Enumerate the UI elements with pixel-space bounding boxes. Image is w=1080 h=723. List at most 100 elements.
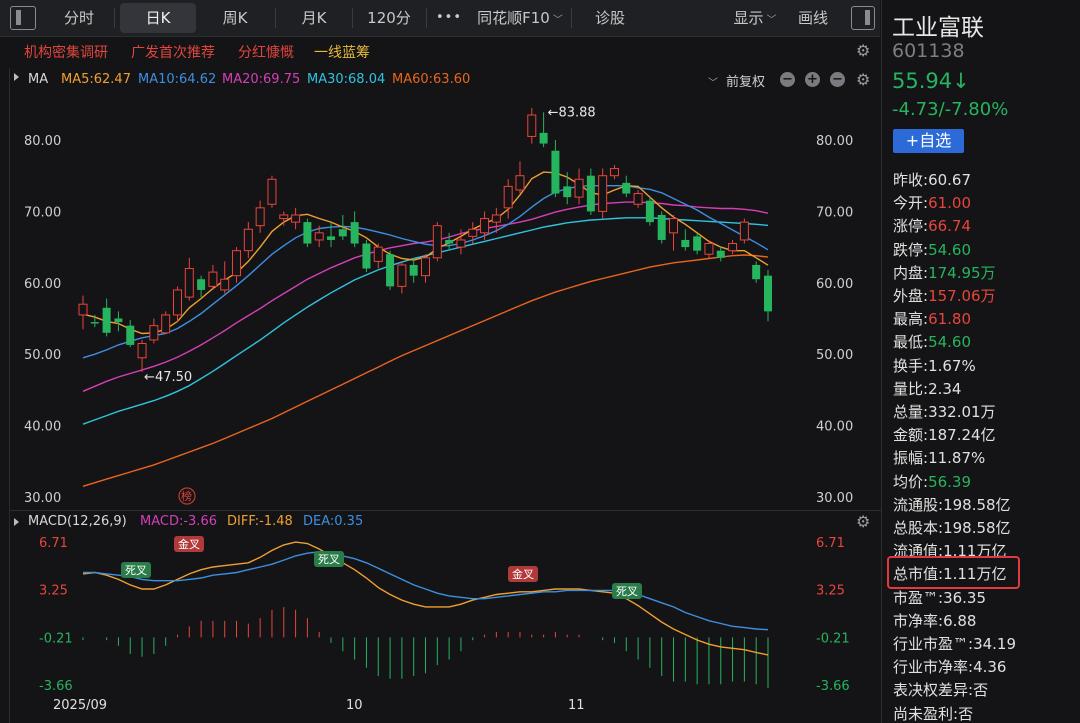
quote-row: 总股本:198.58亿 bbox=[893, 517, 1011, 538]
candle-body-up bbox=[491, 214, 501, 223]
add-watchlist-button[interactable]: +自选 bbox=[893, 129, 964, 153]
zoom-out-icon[interactable]: − bbox=[780, 72, 795, 87]
ma-line-ma30 bbox=[82, 217, 769, 425]
quote-label: 振幅: bbox=[893, 449, 929, 468]
quote-value: 11.87% bbox=[928, 449, 986, 468]
diff-value: DIFF:-1.48 bbox=[227, 514, 293, 529]
death-cross-badge-bg bbox=[314, 551, 344, 567]
candle-body-up bbox=[598, 175, 608, 212]
more-menu-button[interactable]: ••• bbox=[435, 10, 462, 25]
macd-settings-gear-icon[interactable]: ⚙ bbox=[856, 512, 871, 531]
candle-body-up bbox=[633, 193, 643, 205]
ma10-value: MA10:64.62 bbox=[138, 72, 217, 87]
price-axis-left-label: 80.00 bbox=[24, 134, 61, 149]
display-dropdown[interactable]: 显示 ﹀ bbox=[720, 0, 790, 36]
right-panel-toggle-icon[interactable] bbox=[851, 6, 875, 30]
kline-chart-area[interactable]: 80.00 80.00 70.00 70.00 60.00 60.00 50.00 50.00… bbox=[9, 68, 881, 723]
low-price-marker: ←47.50 bbox=[144, 370, 192, 385]
quote-row: 换手:1.67% bbox=[893, 355, 976, 376]
quote-label: 市净率: bbox=[893, 611, 944, 630]
candle-body-down bbox=[362, 243, 371, 269]
tag-bluechip[interactable]: 一线蓝筹 bbox=[314, 45, 370, 61]
macd-collapse-triangle-icon[interactable] bbox=[14, 518, 19, 526]
quote-value: 1.67% bbox=[928, 356, 976, 375]
quote-row: 内盘:174.95万 bbox=[893, 262, 996, 283]
candle-body-up bbox=[149, 325, 159, 341]
tab-120min[interactable]: 120分 bbox=[367, 9, 411, 27]
tag-settings-gear-icon[interactable]: ⚙ bbox=[856, 41, 871, 60]
high-price-marker: ←83.88 bbox=[548, 105, 596, 120]
quote-label: 总股本: bbox=[893, 519, 944, 537]
quote-row: 总市值:1.11万亿 bbox=[893, 563, 1006, 584]
candle-body-up bbox=[243, 228, 253, 252]
tab-daily-k[interactable]: 日K bbox=[120, 3, 196, 33]
ma20-value: MA20:69.75 bbox=[222, 72, 301, 87]
candle-body-down bbox=[90, 322, 99, 324]
panel-divider bbox=[9, 510, 881, 511]
f10-dropdown[interactable]: 同花顺F10 ﹀ bbox=[472, 0, 568, 36]
draw-line-button[interactable]: 画线 bbox=[797, 9, 828, 27]
quote-value: 157.06万 bbox=[928, 287, 996, 305]
macd-axis-right-label: -3.66 bbox=[816, 679, 850, 694]
tag-dividend[interactable]: 分红慷慨 bbox=[238, 45, 294, 61]
x-axis-label: 11 bbox=[568, 698, 585, 713]
quote-label: 表决权差异: bbox=[893, 681, 974, 700]
ma-indicator-label[interactable]: MA bbox=[28, 72, 49, 87]
candle-body-down bbox=[197, 279, 206, 290]
price-adjust-dropdown[interactable]: 前复权 bbox=[726, 75, 766, 90]
candle-body-down bbox=[622, 182, 631, 194]
tab-intraday[interactable]: 分时 bbox=[63, 9, 94, 27]
toolbar-divider bbox=[352, 8, 353, 28]
macd-axis-right-label: -0.21 bbox=[816, 631, 850, 646]
quote-value: 332.01万 bbox=[928, 403, 996, 421]
candle-body-down bbox=[681, 239, 690, 248]
chevron-down-icon[interactable]: ﹀ bbox=[708, 78, 718, 89]
quote-row: 尚未盈利:否 bbox=[893, 703, 973, 723]
tab-monthly-k[interactable]: 月K bbox=[301, 9, 327, 27]
quote-value: 198.58亿 bbox=[943, 519, 1011, 537]
zoom-in-icon[interactable]: + bbox=[805, 72, 820, 87]
quote-row: 总量:332.01万 bbox=[893, 401, 996, 422]
macd-axis-right-label: 6.71 bbox=[816, 536, 845, 551]
candle-body-up bbox=[314, 232, 324, 241]
candle-body-down bbox=[350, 222, 359, 244]
quote-value: 61.80 bbox=[928, 310, 972, 329]
quote-row: 振幅:11.87% bbox=[893, 447, 985, 468]
candle-body-down bbox=[102, 307, 111, 333]
tag-institution-research[interactable]: 机构密集调研 bbox=[24, 45, 108, 61]
price-axis-left-label: 40.00 bbox=[24, 420, 61, 435]
macd-indicator-label[interactable]: MACD(12,26,9) bbox=[28, 514, 127, 529]
quote-info-panel: 工业富联 601138 55.94↓ -4.73/-7.80% +自选 昨收:6… bbox=[881, 0, 1080, 723]
ma-collapse-triangle-icon[interactable] bbox=[14, 73, 19, 81]
chart-toolbar: 分时 日K 周K 月K 120分 ••• 同花顺F10 ﹀ 诊股 显示 ﹀ 画线 bbox=[0, 0, 880, 37]
quote-value: 66.74 bbox=[928, 217, 972, 236]
candle-body-down bbox=[563, 186, 572, 198]
quote-label: 行业市净率: bbox=[893, 658, 974, 677]
tab-weekly-k[interactable]: 周K bbox=[222, 9, 248, 27]
candle-body-up bbox=[609, 168, 619, 177]
quote-label: 今开: bbox=[893, 194, 929, 213]
quote-row: 量比:2.34 bbox=[893, 378, 961, 399]
macd-axis-left-label: -3.66 bbox=[39, 679, 73, 694]
sidebar-toggle-icon[interactable] bbox=[10, 6, 36, 30]
close-indicator-icon[interactable]: − bbox=[830, 72, 845, 87]
price-axis-left-label: 30.00 bbox=[24, 491, 61, 506]
concept-tag-row: 机构密集调研 广发首次推荐 分红慷慨 一线蓝筹 ⚙ bbox=[0, 38, 880, 66]
ma5-value: MA5:62.47 bbox=[61, 72, 131, 87]
candle-body-up bbox=[172, 289, 182, 316]
death-cross-badge-bg bbox=[612, 583, 642, 599]
golden-cross-badge-bg bbox=[508, 566, 538, 582]
quote-value: 否 bbox=[973, 681, 989, 700]
rank-badge-icon bbox=[178, 487, 196, 505]
golden-cross-badge: 金叉 bbox=[178, 537, 200, 551]
ma-line-ma60 bbox=[82, 254, 769, 487]
quote-label: 量比: bbox=[893, 379, 929, 398]
candle-body-up bbox=[503, 185, 513, 209]
tag-first-recommend[interactable]: 广发首次推荐 bbox=[131, 45, 215, 61]
diagnose-button[interactable]: 诊股 bbox=[594, 9, 625, 27]
candle-body-up bbox=[574, 178, 584, 198]
chevron-down-icon: ﹀ bbox=[552, 15, 563, 26]
price-axis-right-label: 40.00 bbox=[816, 420, 853, 435]
ma-settings-gear-icon[interactable]: ⚙ bbox=[856, 70, 871, 89]
price-axis-left-label: 50.00 bbox=[24, 348, 61, 363]
